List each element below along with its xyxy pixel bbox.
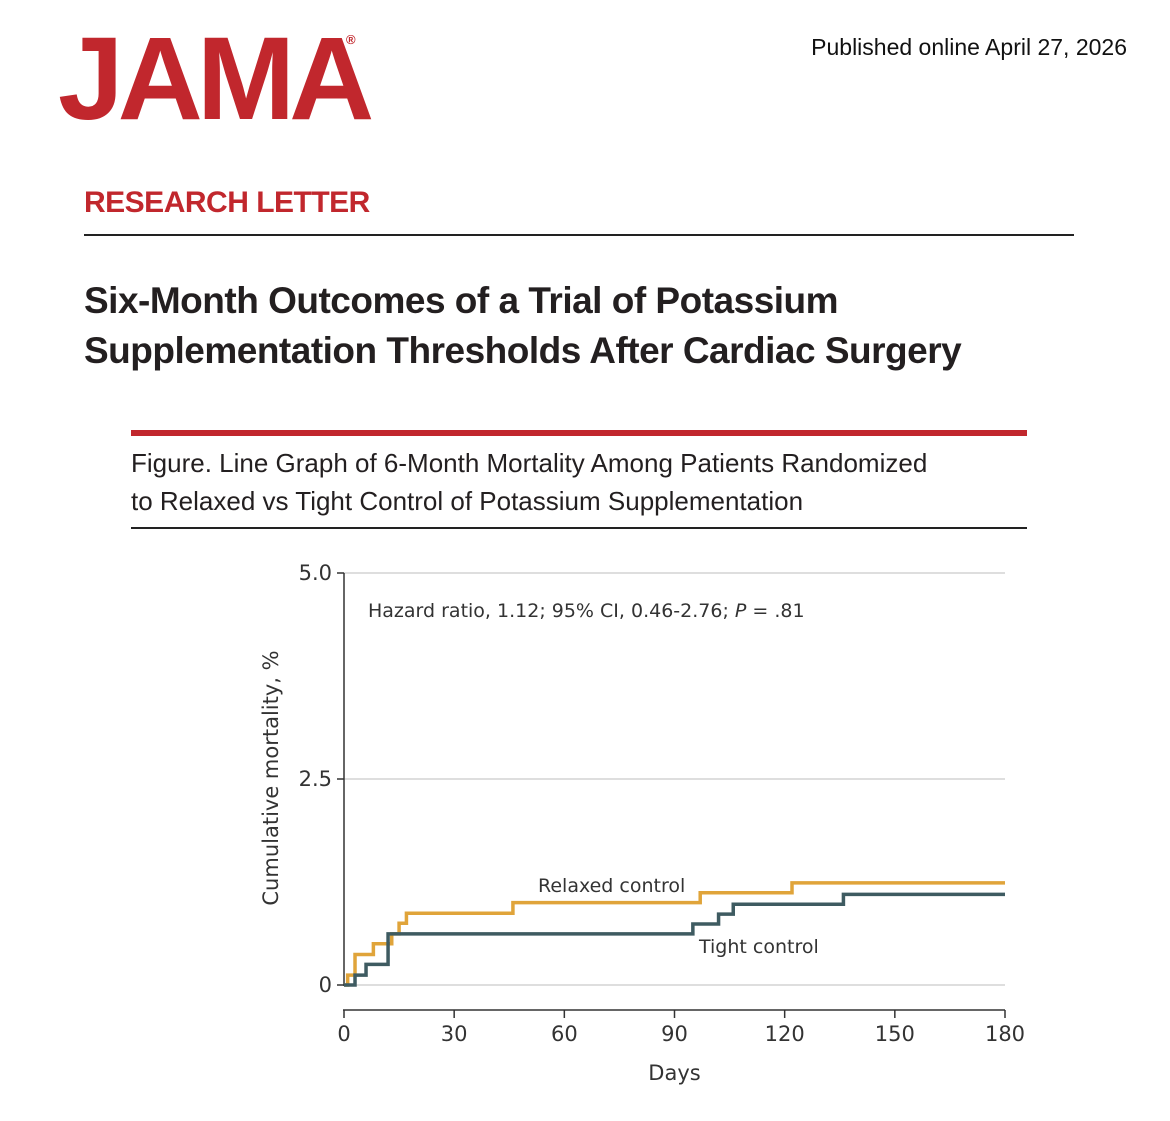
x-tick-label-0: 0	[337, 1022, 350, 1046]
x-tick-label-4: 120	[765, 1022, 805, 1046]
article-title-line-1: Six-Month Outcomes of a Trial of Potassi…	[84, 280, 839, 321]
x-tick-label-2: 60	[551, 1022, 578, 1046]
section-label: RESEARCH LETTER	[84, 186, 370, 219]
hazard-ratio-text: Hazard ratio, 1.12; 95% CI, 0.46-2.76;	[368, 600, 735, 622]
x-tick-label-3: 90	[661, 1022, 688, 1046]
hazard-ratio-annotation: Hazard ratio, 1.12; 95% CI, 0.46-2.76; P…	[368, 600, 805, 622]
figure-caption-rule	[131, 527, 1027, 529]
series-line-relaxed-control	[344, 881, 1005, 987]
publication-date: Published online April 27, 2026	[811, 34, 1127, 60]
x-tick-label-1: 30	[441, 1022, 468, 1046]
series-line-tight-control	[344, 892, 1005, 987]
y-tick-label-1: 2.5	[299, 767, 332, 791]
x-tick-label-6: 180	[985, 1022, 1025, 1046]
figure-caption-line-2: to Relaxed vs Tight Control of Potassium…	[131, 486, 804, 516]
p-value-text: = .81	[746, 600, 804, 622]
figure-caption: Figure. Line Graph of 6-Month Mortality …	[131, 444, 1031, 520]
x-tick-label-5: 150	[875, 1022, 915, 1046]
section-divider	[84, 234, 1074, 236]
series-label-tight-control: Tight control	[698, 936, 819, 958]
article-title: Six-Month Outcomes of a Trial of Potassi…	[84, 276, 1084, 376]
y-tick-label-0: 0	[319, 973, 332, 997]
jama-logo: JAMA	[58, 13, 374, 145]
y-tick-label-2: 5.0	[299, 561, 332, 585]
figure-caption-line-1: Figure. Line Graph of 6-Month Mortality …	[131, 448, 928, 478]
series-label-relaxed-control: Relaxed control	[538, 875, 685, 897]
x-axis-title: Days	[648, 1061, 700, 1085]
registered-mark: ®	[346, 32, 356, 47]
y-axis-title: Cumulative mortality, %	[259, 650, 283, 905]
p-value-label: P	[735, 600, 747, 622]
figure-top-rule	[131, 430, 1027, 436]
article-title-line-2: Supplementation Thresholds After Cardiac…	[84, 330, 962, 371]
